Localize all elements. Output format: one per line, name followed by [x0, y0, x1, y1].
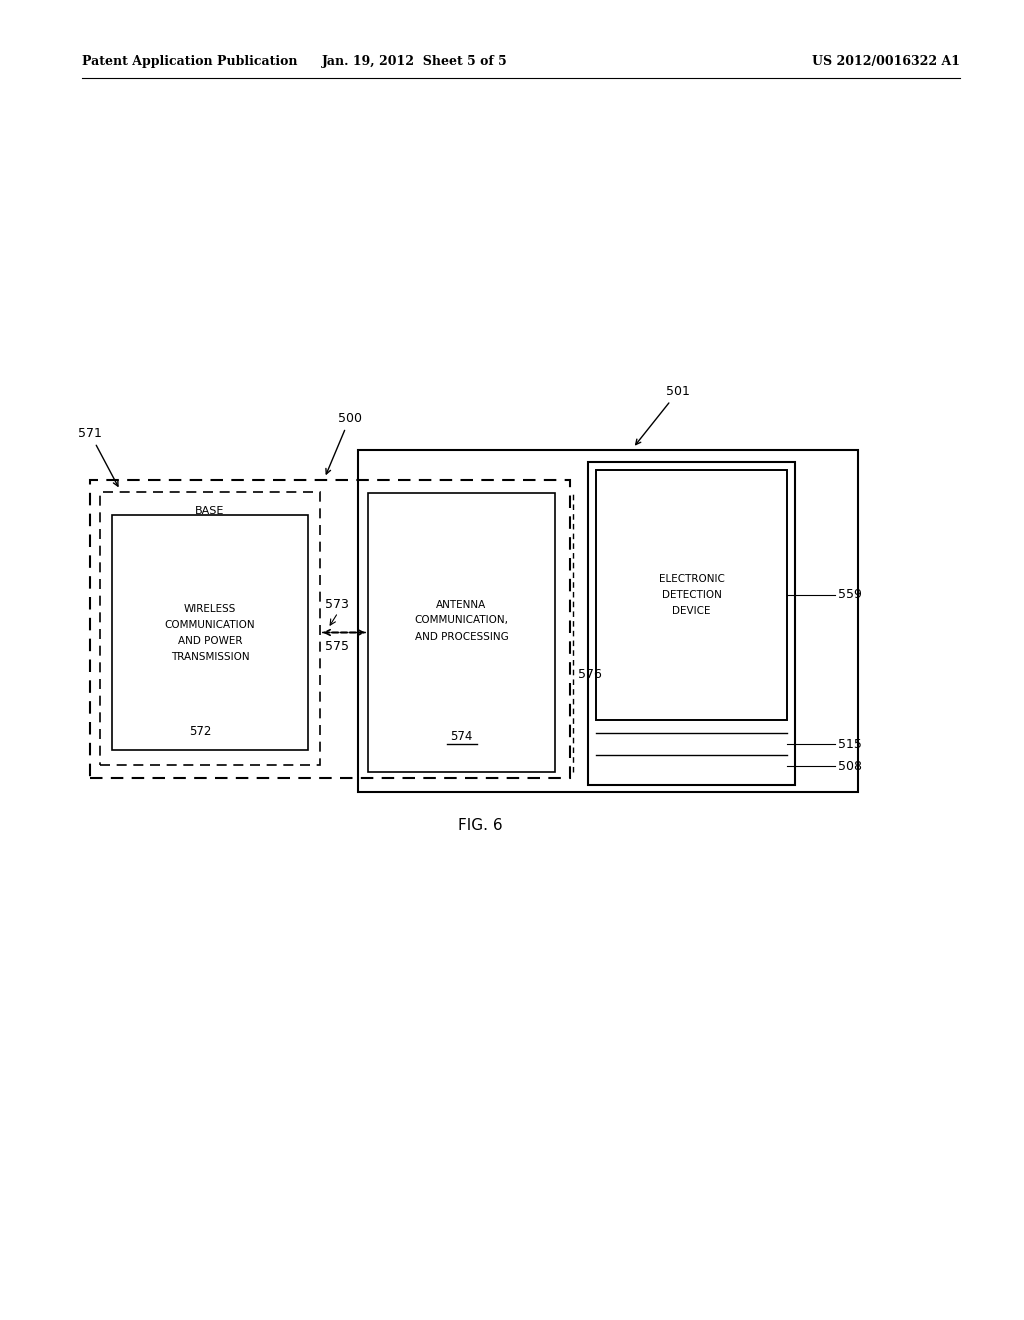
Text: 572: 572 [188, 725, 211, 738]
Text: COMMUNICATION: COMMUNICATION [165, 619, 255, 630]
Text: BASE: BASE [196, 506, 224, 516]
Text: 575: 575 [325, 640, 349, 653]
Text: Jan. 19, 2012  Sheet 5 of 5: Jan. 19, 2012 Sheet 5 of 5 [323, 55, 508, 69]
Text: WIRELESS: WIRELESS [184, 603, 237, 614]
Text: DETECTION: DETECTION [662, 590, 722, 601]
Text: ANTENNA: ANTENNA [436, 599, 486, 610]
Bar [112, 515, 308, 750]
Text: 508: 508 [838, 759, 862, 772]
Text: 500: 500 [326, 412, 361, 474]
Bar [368, 492, 555, 772]
Text: 576: 576 [578, 668, 602, 681]
Text: Patent Application Publication: Patent Application Publication [82, 55, 298, 69]
Text: US 2012/0016322 A1: US 2012/0016322 A1 [812, 55, 961, 69]
Text: TRANSMISSION: TRANSMISSION [171, 652, 249, 661]
Bar [358, 450, 858, 792]
Text: 559: 559 [838, 589, 862, 602]
Text: ELECTRONIC: ELECTRONIC [658, 574, 724, 583]
Text: AND PROCESSING: AND PROCESSING [415, 631, 508, 642]
Text: DEVICE: DEVICE [672, 606, 711, 616]
Bar [90, 480, 570, 777]
Text: FIG. 6: FIG. 6 [458, 818, 503, 833]
Text: 515: 515 [838, 738, 862, 751]
Text: 571: 571 [78, 426, 118, 486]
Text: 501: 501 [636, 385, 690, 445]
Bar [588, 462, 795, 785]
Text: 574: 574 [451, 730, 473, 742]
Text: 573: 573 [325, 598, 349, 610]
Bar [596, 470, 787, 719]
Bar [100, 492, 319, 766]
Text: COMMUNICATION,: COMMUNICATION, [415, 615, 509, 626]
Text: AND POWER: AND POWER [178, 635, 243, 645]
